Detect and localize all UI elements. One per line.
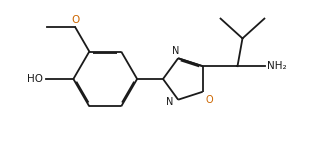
Text: O: O — [206, 95, 213, 105]
Text: O: O — [71, 15, 79, 25]
Text: NH₂: NH₂ — [267, 61, 287, 71]
Text: HO: HO — [26, 74, 42, 84]
Text: N: N — [166, 97, 173, 107]
Text: N: N — [172, 46, 180, 56]
